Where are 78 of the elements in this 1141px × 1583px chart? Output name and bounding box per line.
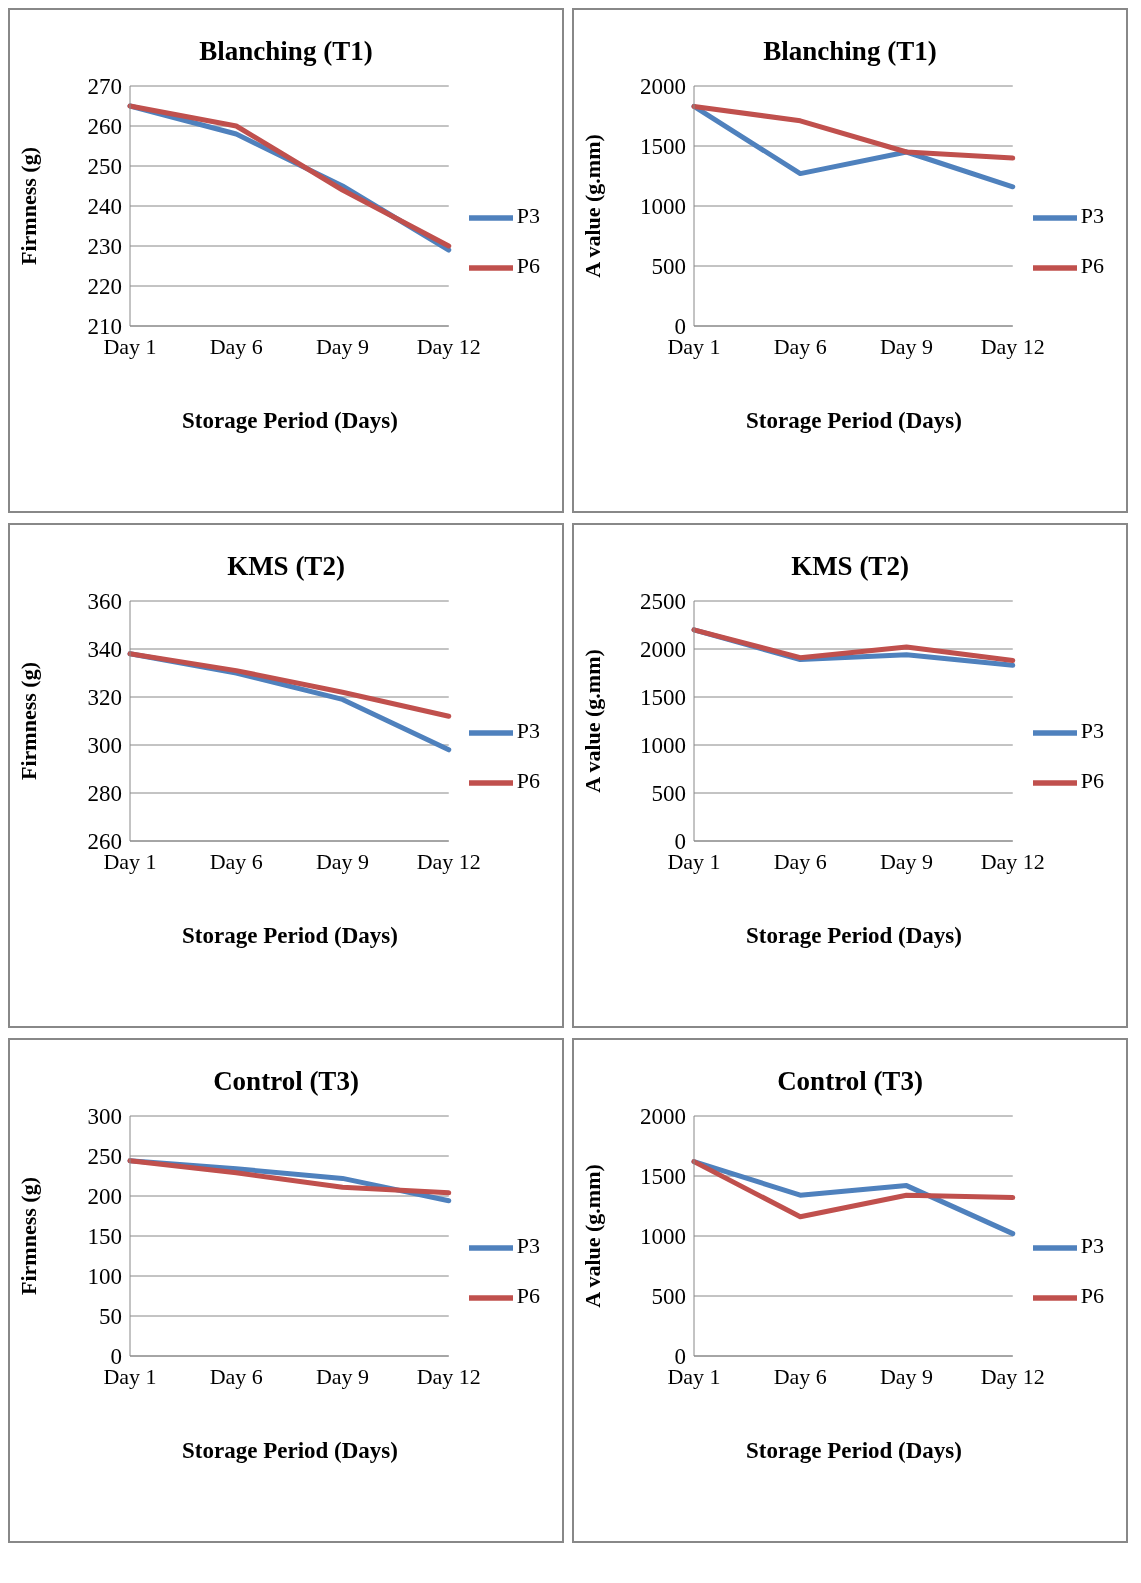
y-tick-label: 100: [87, 1264, 122, 1290]
y-tick-label: 240: [87, 194, 122, 220]
x-axis-title: Storage Period (Days): [181, 408, 399, 434]
y-tick-label: 2500: [640, 589, 686, 615]
x-tick-label: Day 9: [879, 848, 934, 874]
y-tick-label: 300: [87, 733, 122, 759]
legend-label: P3: [1080, 718, 1104, 743]
x-tick-label: Day 12: [416, 333, 481, 359]
y-tick-label: 340: [87, 637, 122, 663]
chart-title: Control (T3): [776, 1066, 924, 1098]
x-tick-label: Day 9: [315, 333, 370, 359]
x-tick-label: Day 6: [209, 1363, 263, 1389]
chart-title: Blanching (T1): [198, 36, 374, 68]
legend-label: P3: [516, 1233, 540, 1258]
y-tick-label: 150: [87, 1224, 122, 1250]
x-axis-title: Storage Period (Days): [745, 923, 963, 949]
legend-label: P6: [516, 1283, 540, 1308]
y-tick-label: 500: [651, 781, 686, 807]
x-tick-label: Day 6: [773, 333, 827, 359]
y-tick-label: 250: [87, 1144, 122, 1170]
x-axis-title: Storage Period (Days): [745, 1438, 963, 1464]
y-tick-label: 220: [87, 274, 122, 300]
chart-title: KMS (T2): [226, 551, 346, 583]
legend-label: P6: [516, 768, 540, 793]
legend-label: P3: [516, 203, 540, 228]
legend-label: P3: [1080, 1233, 1104, 1258]
y-tick-label: 260: [87, 114, 122, 140]
y-axis-title: Firmness (g): [15, 147, 41, 265]
y-tick-label: 320: [87, 685, 122, 711]
y-axis-title: Firmness (g): [15, 1177, 41, 1295]
x-axis-title: Storage Period (Days): [181, 1438, 399, 1464]
y-tick-label: 2000: [640, 1104, 686, 1130]
x-tick-label: Day 12: [416, 848, 481, 874]
y-tick-label: 300: [87, 1104, 122, 1130]
y-tick-label: 500: [651, 1284, 686, 1310]
y-tick-label: 2000: [640, 74, 686, 100]
y-axis-title: A value (g.mm): [579, 649, 605, 793]
y-axis-title: A value (g.mm): [579, 134, 605, 278]
y-axis-title: Firmness (g): [15, 662, 41, 780]
x-axis-title: Storage Period (Days): [181, 923, 399, 949]
chart-title: Control (T3): [212, 1066, 360, 1098]
legend-label: P3: [516, 718, 540, 743]
y-tick-label: 1000: [640, 733, 686, 759]
chart-title: KMS (T2): [790, 551, 910, 583]
legend-label: P6: [1080, 1283, 1104, 1308]
legend-label: P3: [1080, 203, 1104, 228]
x-tick-label: Day 12: [980, 333, 1045, 359]
x-tick-label: Day 9: [315, 1363, 370, 1389]
x-axis-title: Storage Period (Days): [745, 408, 963, 434]
x-tick-label: Day 12: [980, 1363, 1045, 1389]
chart-title: Blanching (T1): [762, 36, 938, 68]
y-tick-label: 2000: [640, 637, 686, 663]
legend-label: P6: [1080, 768, 1104, 793]
y-tick-label: 230: [87, 234, 122, 260]
x-tick-label: Day 12: [416, 1363, 481, 1389]
y-tick-label: 1000: [640, 1224, 686, 1250]
y-tick-label: 270: [87, 74, 122, 100]
x-tick-label: Day 9: [879, 333, 934, 359]
x-tick-label: Day 9: [315, 848, 370, 874]
x-tick-label: Day 6: [209, 848, 263, 874]
y-tick-label: 250: [87, 154, 122, 180]
legend-label: P6: [516, 253, 540, 278]
y-tick-label: 1000: [640, 194, 686, 220]
y-tick-label: 50: [99, 1304, 122, 1330]
y-tick-label: 1500: [640, 1164, 686, 1190]
legend-label: P6: [1080, 253, 1104, 278]
y-tick-label: 280: [87, 781, 122, 807]
y-tick-label: 200: [87, 1184, 122, 1210]
x-tick-label: Day 6: [773, 848, 827, 874]
y-tick-label: 360: [87, 589, 122, 615]
x-tick-label: Day 6: [209, 333, 263, 359]
y-tick-label: 500: [651, 254, 686, 280]
x-tick-label: Day 6: [773, 1363, 827, 1389]
y-tick-label: 1500: [640, 134, 686, 160]
y-tick-label: 1500: [640, 685, 686, 711]
x-tick-label: Day 9: [879, 1363, 934, 1389]
x-tick-label: Day 12: [980, 848, 1045, 874]
y-axis-title: A value (g.mm): [579, 1164, 605, 1308]
